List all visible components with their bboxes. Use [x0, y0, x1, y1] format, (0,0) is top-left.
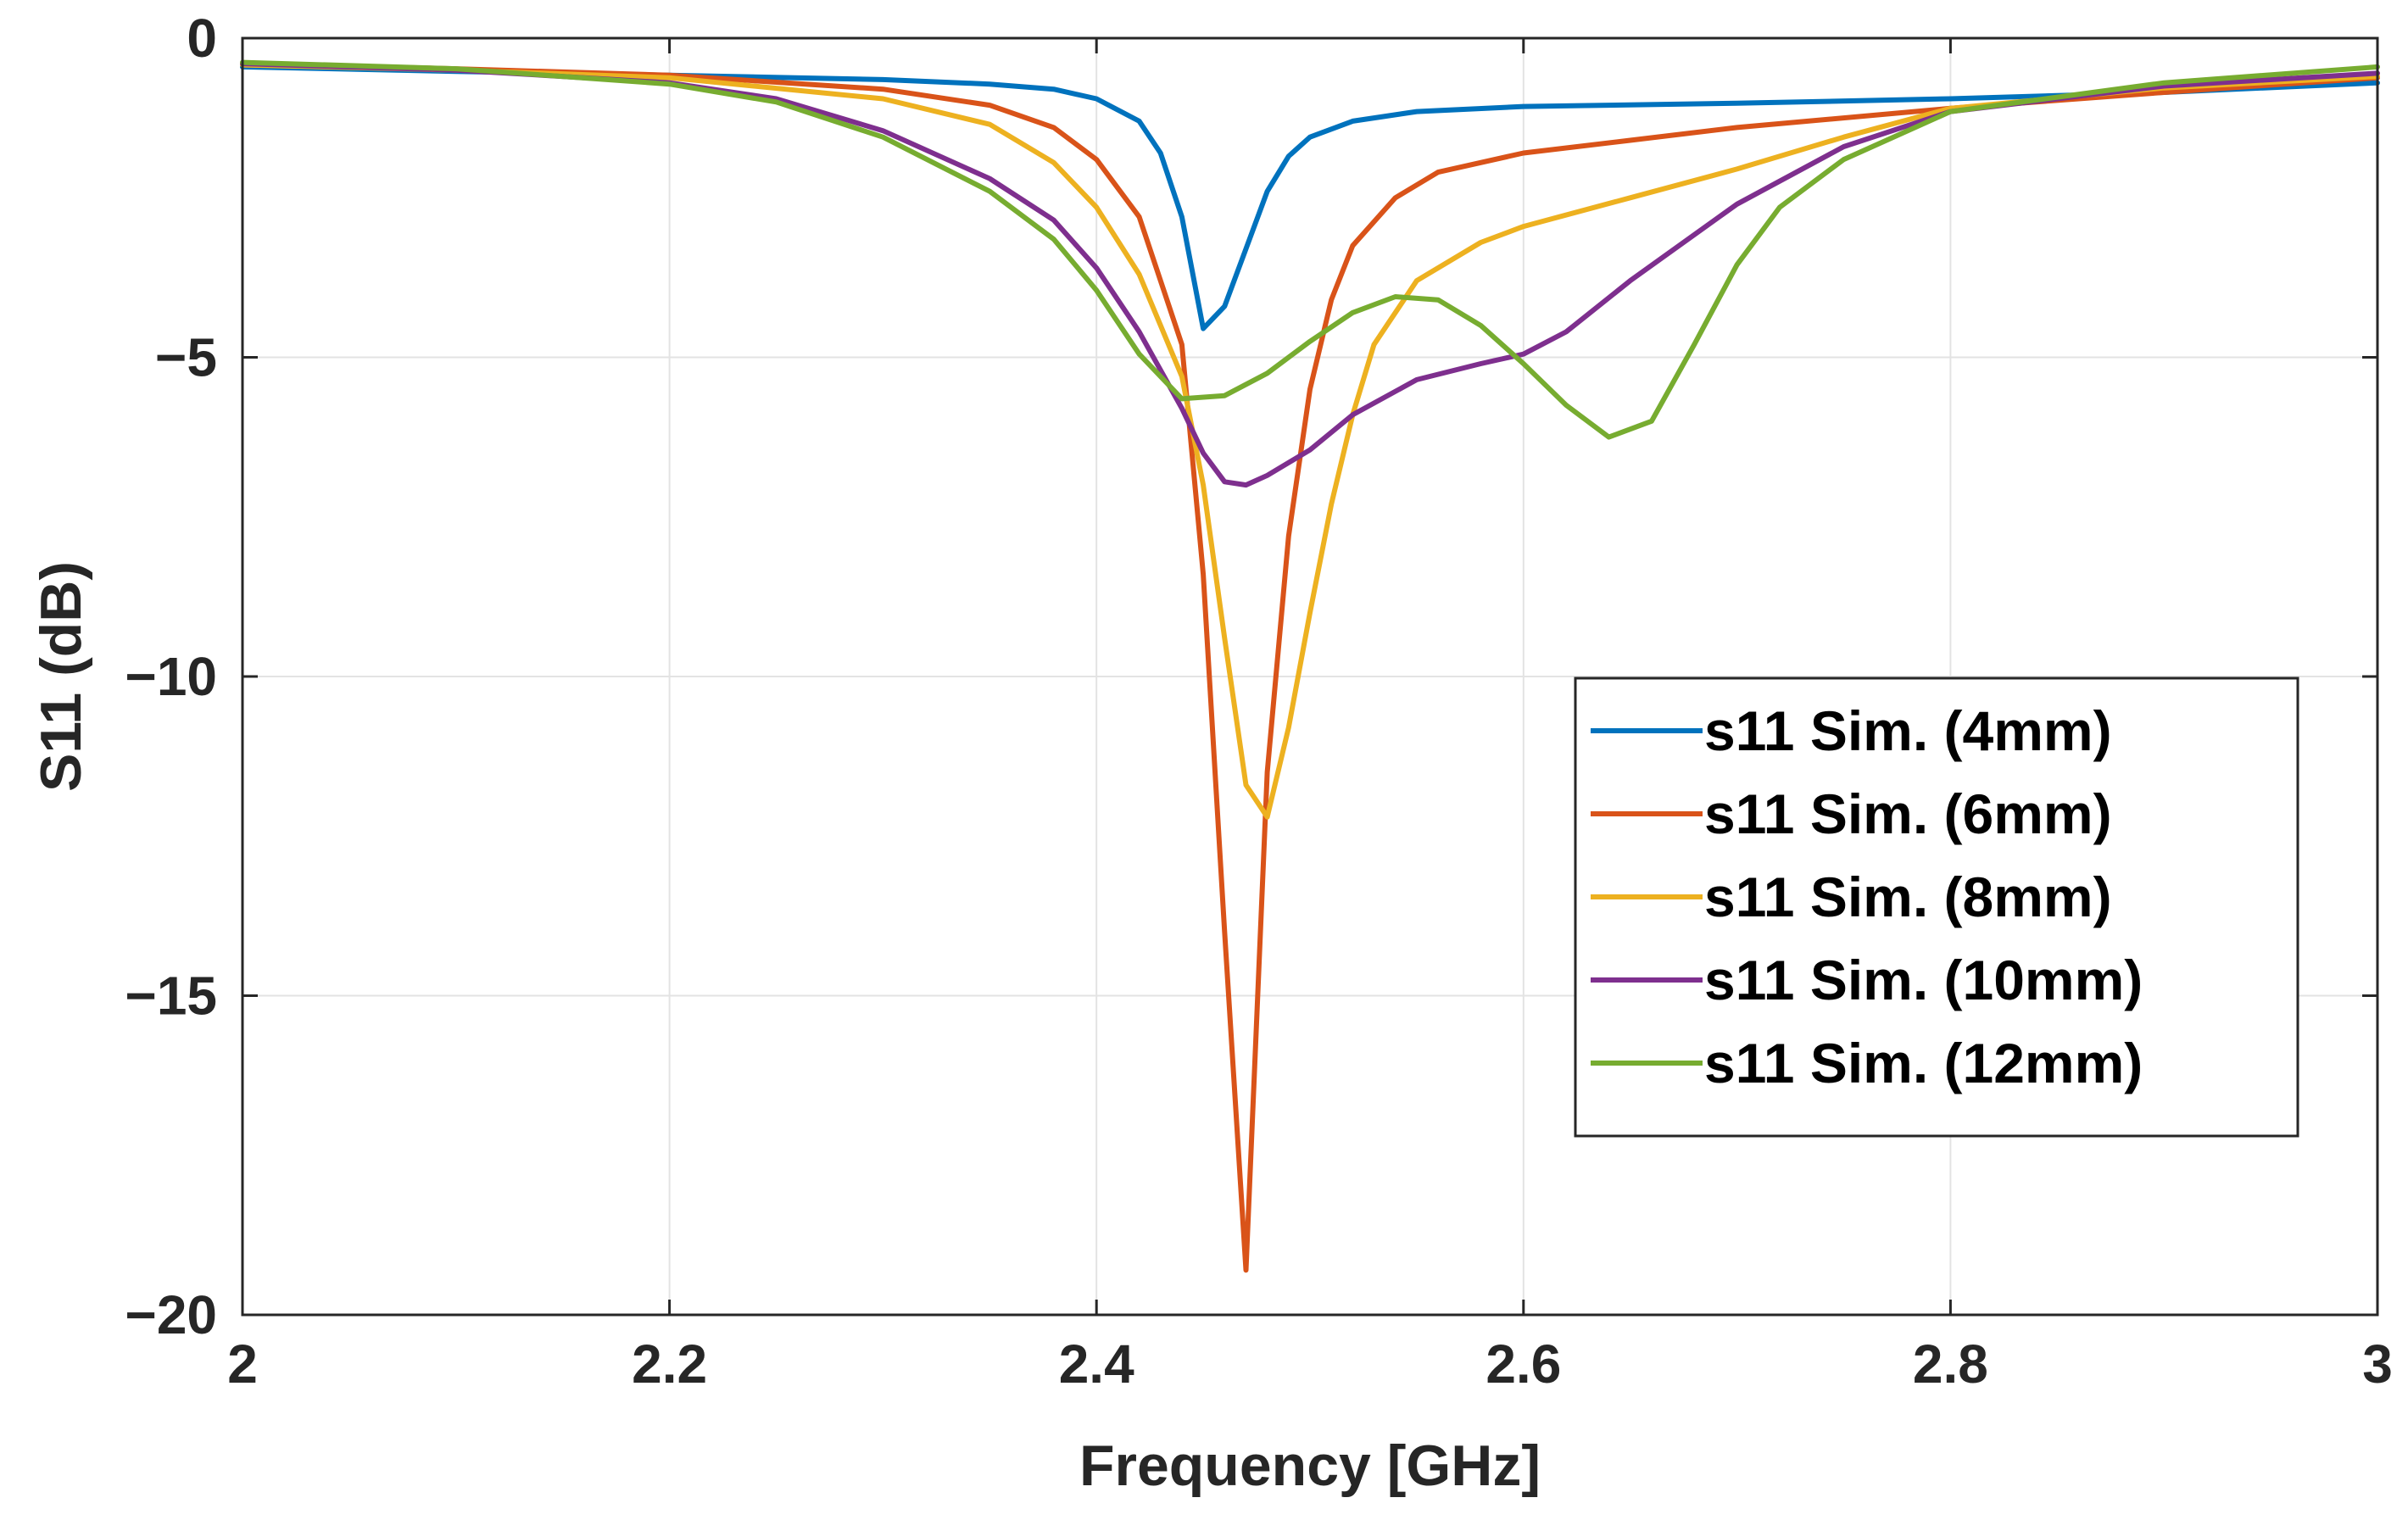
legend-box [1574, 676, 2299, 1138]
legend: s11 Sim. (4mm) s11 Sim. (6mm) s11 Sim. (8m… [1574, 676, 2299, 1138]
y-tick-label: −5 [155, 327, 217, 388]
legend-label: s11 Sim. (10mm) [1704, 949, 2143, 1011]
legend-label: s11 Sim. (4mm) [1704, 699, 2112, 762]
y-axis-title: S11 (dB) [29, 561, 93, 792]
y-tick-label: −10 [125, 646, 217, 707]
y-tick-label: −20 [125, 1284, 217, 1345]
x-tick-label: 2.6 [1485, 1333, 1561, 1395]
series-line [240, 61, 2380, 488]
legend-label: s11 Sim. (8mm) [1704, 866, 2112, 928]
series-line [240, 62, 2380, 820]
x-tick-label: 3 [2362, 1333, 2393, 1395]
x-tick-label: 2.4 [1059, 1333, 1134, 1395]
axis-ticks: 2 2.2 2.4 2.6 2.8 3 0 −5 −10 −15 −20 [125, 8, 2392, 1395]
y-tick-label: −15 [125, 966, 217, 1027]
legend-label: s11 Sim. (12mm) [1704, 1032, 2143, 1094]
series-line [240, 64, 2380, 331]
y-tick-label: 0 [187, 8, 217, 69]
x-tick-label: 2.8 [1913, 1333, 1988, 1395]
series-line [240, 61, 2380, 1273]
x-tick-label: 2 [227, 1333, 258, 1395]
x-axis-title: Frequency [GHz] [1079, 1434, 1541, 1498]
legend-label: s11 Sim. (6mm) [1704, 782, 2112, 845]
plot-lines [240, 59, 2380, 1273]
series-line [240, 59, 2380, 440]
x-tick-label: 2.2 [632, 1333, 707, 1395]
